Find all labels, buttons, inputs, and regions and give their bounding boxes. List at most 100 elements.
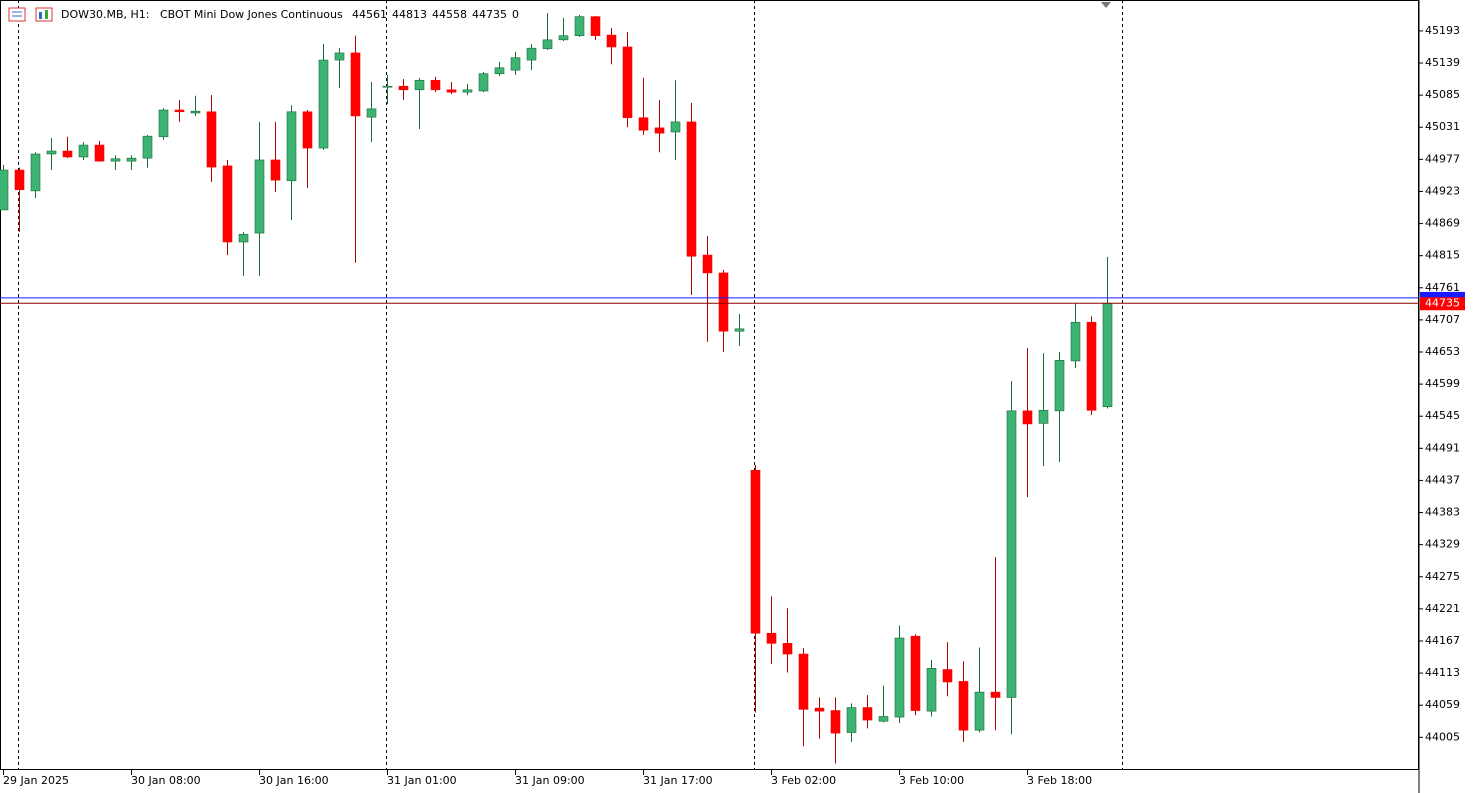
- candle-body: [782, 643, 793, 655]
- candle-body: [622, 46, 633, 119]
- candle-body: [926, 668, 937, 712]
- y-tick-label: 44275: [1425, 570, 1460, 583]
- candle-body: [798, 653, 809, 710]
- x-tick-label: 30 Jan 16:00: [259, 774, 329, 787]
- y-tick-label: 44923: [1425, 184, 1460, 197]
- y-tick-label: 44167: [1425, 634, 1460, 647]
- candle-body: [606, 34, 617, 48]
- candle-body: [254, 159, 265, 234]
- candle-body: [462, 89, 473, 93]
- icon: [35, 7, 53, 22]
- y-tick-label: 45085: [1425, 88, 1460, 101]
- candle-body: [1070, 321, 1081, 362]
- y-tick-label: 45193: [1425, 24, 1460, 37]
- candle-body: [478, 73, 489, 92]
- last-close: 44735: [472, 8, 507, 21]
- candle-body: [446, 89, 457, 93]
- candle-body: [0, 169, 9, 211]
- x-tick-label: 3 Feb 02:00: [771, 774, 836, 787]
- candle-body: [894, 637, 905, 718]
- candle-body: [350, 52, 361, 117]
- y-tick-label: 45031: [1425, 120, 1460, 133]
- candle-body: [126, 157, 137, 162]
- plot-frame: [0, 0, 1419, 770]
- candle-body: [142, 135, 153, 159]
- y-tick-label: 44815: [1425, 249, 1460, 262]
- candle-body: [910, 635, 921, 711]
- candle-body: [46, 150, 57, 155]
- last-open: 44561: [352, 8, 387, 21]
- candle-body: [318, 59, 329, 149]
- candle-body: [94, 144, 105, 162]
- candle-body: [494, 67, 505, 75]
- candle-body: [862, 707, 873, 721]
- candle-body: [1102, 302, 1113, 408]
- candle-body: [366, 108, 377, 118]
- candle-body: [814, 707, 825, 712]
- candle-body: [590, 16, 601, 36]
- candle-body: [942, 669, 953, 683]
- x-tick-label: 31 Jan 17:00: [643, 774, 713, 787]
- candle-body: [110, 158, 121, 162]
- candle-body: [238, 233, 249, 243]
- candle-body: [430, 79, 441, 91]
- candle-body: [30, 153, 41, 192]
- x-tick-label: 3 Feb 18:00: [1027, 774, 1092, 787]
- candle-body: [14, 169, 25, 190]
- symbol: DOW30.MB, H1:: [61, 8, 150, 21]
- candle-body: [990, 691, 1001, 698]
- y-tick-label: 44005: [1425, 730, 1460, 743]
- candle-body: [734, 328, 745, 332]
- candle-body: [158, 109, 169, 138]
- shift-marker: [1101, 2, 1111, 8]
- y-tick-label: 44707: [1425, 313, 1460, 326]
- y-tick-label: 44653: [1425, 345, 1460, 358]
- candle-body: [222, 165, 233, 243]
- candle-body: [1006, 410, 1017, 698]
- y-tick-label: 44437: [1425, 473, 1460, 486]
- y-tick-label: 44329: [1425, 538, 1460, 551]
- x-tick-label: 30 Jan 08:00: [131, 774, 201, 787]
- y-tick-label: 45139: [1425, 56, 1460, 69]
- candle-body: [654, 127, 665, 134]
- candle-body: [1038, 409, 1049, 424]
- icon: [8, 7, 26, 22]
- candle-body: [750, 470, 761, 634]
- candle-body: [558, 35, 569, 41]
- candle-body: [686, 121, 697, 257]
- y-tick-label: 44491: [1425, 441, 1460, 454]
- candle-body: [302, 111, 313, 149]
- y-tick-label: 44977: [1425, 152, 1460, 165]
- candle-body: [638, 117, 649, 131]
- y-tick-label: 44113: [1425, 666, 1460, 679]
- candle-body: [974, 691, 985, 731]
- x-tick-label: 31 Jan 09:00: [515, 774, 585, 787]
- spread: 0: [512, 8, 519, 21]
- candle-body: [670, 121, 681, 133]
- candle-body: [382, 85, 393, 88]
- candle-body: [270, 159, 281, 181]
- candle-body: [190, 110, 201, 114]
- x-tick-label: 31 Jan 01:00: [387, 774, 457, 787]
- y-tick-label: 44869: [1425, 217, 1460, 230]
- candle-body: [718, 272, 729, 332]
- y-tick-label: 44599: [1425, 377, 1460, 390]
- candle-body: [878, 716, 889, 722]
- bid-label: 44735: [1425, 297, 1460, 310]
- candle-body: [62, 150, 73, 158]
- period-separators: [18, 0, 1123, 770]
- candle-body: [766, 632, 777, 644]
- header-icons: [8, 7, 53, 22]
- description: CBOT Mini Dow Jones Continuous: [160, 8, 343, 21]
- candle-body: [574, 16, 585, 36]
- x-tick-label: 29 Jan 2025: [3, 774, 69, 787]
- candle-body: [1022, 410, 1033, 425]
- last-low: 44558: [432, 8, 467, 21]
- candle-body: [1054, 360, 1065, 412]
- candle-body: [846, 707, 857, 733]
- candle-body: [78, 144, 89, 158]
- y-tick-label: 44383: [1425, 506, 1460, 519]
- candle-body: [414, 79, 425, 91]
- candle-body: [510, 57, 521, 71]
